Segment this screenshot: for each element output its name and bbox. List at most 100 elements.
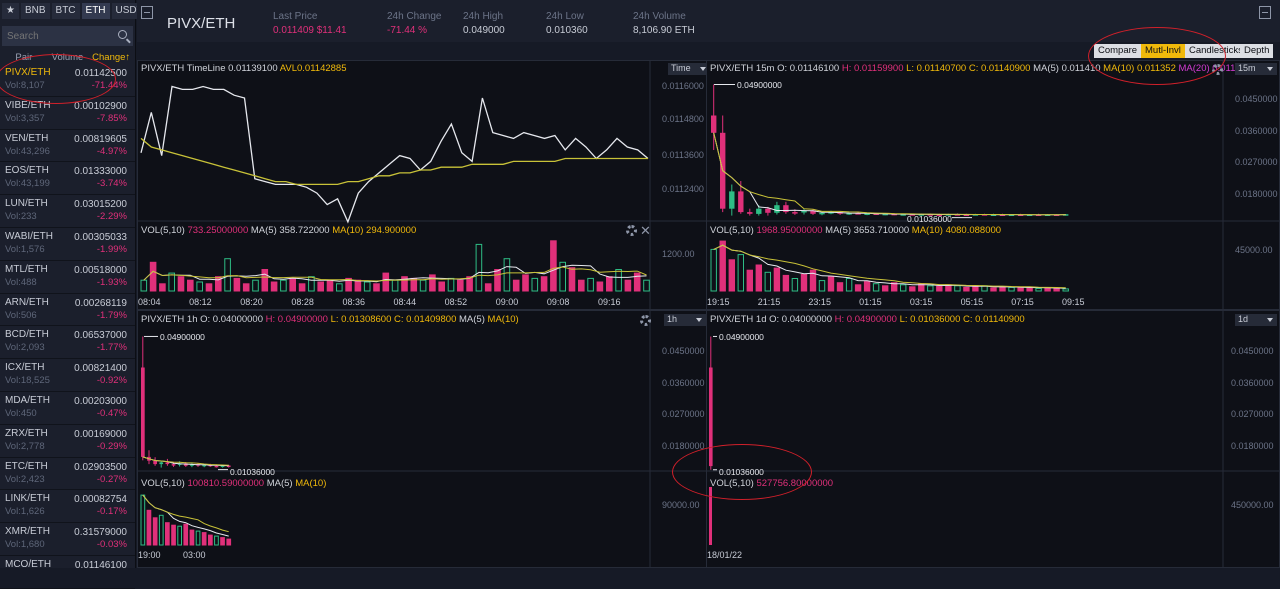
volume-bar [177, 276, 185, 292]
quote-tabs: ★ BNB BTC ETH USDT [0, 0, 147, 22]
volume-bar [737, 254, 745, 292]
close-icon[interactable]: ✕ [640, 223, 651, 238]
pair-row[interactable]: BCD/ETH 0.06537000 Vol:2,093 -1.77% [0, 326, 135, 360]
pair-row[interactable]: MCO/ETH 0.01146100 [0, 556, 135, 589]
pair-name: BCD/ETH [5, 329, 49, 341]
tab-bnb[interactable]: BNB [20, 3, 50, 19]
volume-value: 8,106.90 ETH [633, 25, 695, 36]
pair-change: -71.44% [91, 80, 127, 91]
candle-body [165, 462, 170, 465]
m15-vol-ma10: MA(10) 4080.088000 [911, 225, 1002, 236]
volume-bar [457, 279, 464, 292]
favorites-star-icon[interactable]: ★ [2, 3, 19, 19]
pair-price: 0.06537000 [74, 330, 127, 342]
pair-volume: Vol:233 [5, 211, 37, 223]
h1-interval-select[interactable]: 1h [664, 314, 706, 326]
timeline-chart-panel[interactable]: PIVX/ETH TimeLine 0.01139100 AVL0.011428… [137, 60, 707, 310]
h1-vol-ma10: MA(10) [295, 478, 327, 489]
timeline-vol-ytick: 1200.00 [662, 249, 695, 259]
volume-bar [1044, 287, 1051, 292]
depth-button[interactable]: Depth [1240, 44, 1274, 58]
volume-bar [354, 279, 362, 292]
volume-bar [494, 269, 501, 292]
volume-bar [345, 277, 352, 292]
pair-row[interactable]: ZRX/ETH 0.00169000 Vol:2,778 -0.29% [0, 425, 135, 458]
h1-vol-ma5: MA(5) [266, 478, 293, 489]
chart-1h-panel[interactable]: PIVX/ETH 1h O: 0.04000000 H: 0.04900000 … [137, 310, 707, 568]
search-input[interactable] [2, 30, 112, 42]
expand-panel-icon[interactable] [1259, 6, 1271, 19]
candle-body [183, 463, 188, 466]
d1-interval-select[interactable]: 1d [1235, 314, 1277, 326]
vol-ma5-line [713, 244, 1066, 289]
pair-row[interactable]: ETC/ETH 0.02903500 Vol:2,423 -0.27% [0, 458, 135, 491]
pair-volume: Vol:43,296 [5, 145, 50, 157]
m15-ytick: 0.0180000 [1235, 189, 1278, 199]
pair-change: -1.93% [96, 276, 127, 288]
collapse-sidebar-icon[interactable] [141, 6, 153, 19]
pair-row[interactable]: EOS/ETH 0.01333000 Vol:43,199 -3.74% [0, 162, 135, 196]
m15-vol-legend: VOL(5,10) 1968.95000000 MA(5) 3653.71000… [710, 225, 1001, 236]
m15-vol-ma5: MA(5) 3653.710000 [825, 225, 910, 236]
h1-high: H: 0.04900000 [265, 314, 328, 325]
pair-change: -4.97% [96, 145, 127, 157]
settings-gear-icon[interactable] [1212, 64, 1223, 75]
d1-ytick: 0.0270000 [1231, 409, 1274, 419]
volume-stat: 24h Volume 8,106.90 ETH [633, 11, 695, 36]
m15-ytick: 0.0270000 [1235, 157, 1278, 167]
chart-1d-panel[interactable]: PIVX/ETH 1d O: 0.04000000 H: 0.04900000 … [706, 310, 1280, 568]
col-pair[interactable]: Pair [15, 51, 33, 63]
volume-bar [999, 286, 1006, 292]
pair-row[interactable]: XMR/ETH 0.31579000 Vol:1,680 -0.03% [0, 523, 135, 556]
settings-gear-icon[interactable] [640, 315, 651, 326]
pair-row[interactable]: ICX/ETH 0.00821400 Vol:18,525 -0.92% [0, 359, 135, 392]
timeline-interval-select[interactable]: Time [668, 63, 706, 75]
xtick-label: 21:15 [757, 297, 781, 307]
col-change[interactable]: Change↑ [92, 51, 131, 63]
candle-body [855, 213, 861, 215]
volume-bar [363, 281, 371, 292]
pair-volume: Vol:488 [5, 276, 37, 288]
h1-high-marker: 0.04900000 [160, 332, 205, 342]
candle-body [810, 210, 816, 214]
timeline-ma10-label: MA(10) [332, 225, 364, 236]
pair-volume: Vol:18,525 [5, 375, 50, 387]
pair-row[interactable]: MDA/ETH 0.00203000 Vol:450 -0.47% [0, 392, 135, 425]
compare-button[interactable]: Compare [1094, 44, 1142, 58]
pair-price: 0.00169000 [74, 428, 127, 440]
multi-interval-button[interactable]: Mutl-Invl [1141, 44, 1185, 58]
volume-bar [149, 261, 157, 292]
h1-open: O: 0.04000000 [200, 314, 263, 325]
xtick-label: 09:08 [546, 297, 570, 307]
pair-row[interactable]: VIBE/ETH 0.00102900 Vol:3,357 -7.85% [0, 97, 135, 130]
search-icon[interactable] [118, 30, 127, 39]
pair-row[interactable]: VEN/ETH 0.00819605 Vol:43,296 -4.97% [0, 130, 135, 163]
pair-row[interactable]: ARN/ETH 0.00268119 Vol:506 -1.79% [0, 294, 135, 327]
d1-ytick: 0.0180000 [1231, 441, 1274, 451]
candle-body [153, 460, 157, 465]
col-volume[interactable]: Volume [51, 51, 84, 63]
settings-gear-icon[interactable] [626, 225, 637, 236]
tab-eth[interactable]: ETH [81, 3, 110, 19]
pair-row[interactable]: WABI/ETH 0.00305033 Vol:1,576 -1.99% [0, 228, 135, 261]
volume-bar [289, 277, 296, 292]
timeline-vol-label: VOL(5,10) [141, 225, 185, 236]
chart-15m-panel[interactable]: PIVX/ETH 15m O: 0.01146100 H: 0.01159900… [706, 60, 1280, 310]
m15-interval-select[interactable]: 15m [1235, 63, 1277, 75]
pair-row[interactable]: MTL/ETH 0.00518000 Vol:488 -1.93% [0, 261, 135, 294]
xtick-label: 09:16 [598, 297, 621, 307]
price-line [140, 85, 649, 224]
volume-bar [1062, 288, 1069, 292]
candle-body [1053, 214, 1060, 216]
pair-row[interactable]: LINK/ETH 0.00082754 Vol:1,626 -0.17% [0, 490, 135, 524]
pair-row[interactable]: PIVX/ETH 0.01142500 Vol:8,107 -71.44% [0, 64, 135, 97]
tab-btc[interactable]: BTC [51, 3, 80, 19]
pair-row[interactable]: LUN/ETH 0.03015200 Vol:233 -2.29% [0, 195, 135, 228]
vol-ma10-line [713, 244, 1066, 289]
candlesticks-button[interactable]: Candlesticks [1185, 44, 1247, 58]
timeline-price: 0.01139100 [228, 63, 278, 74]
volume-bar [447, 277, 455, 292]
volume-bar [201, 532, 207, 546]
volume-bar [140, 279, 148, 292]
m15-close: C: 0.01140900 [968, 63, 1031, 74]
